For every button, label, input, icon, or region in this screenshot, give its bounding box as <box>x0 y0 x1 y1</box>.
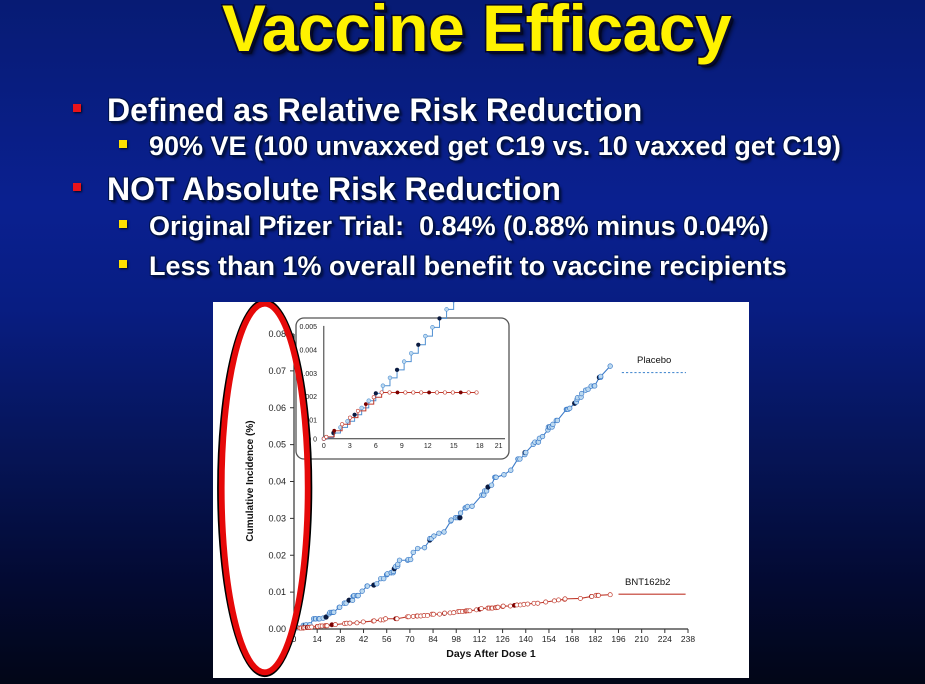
svg-text:210: 210 <box>635 634 649 644</box>
svg-text:.003: .003 <box>303 371 317 378</box>
svg-text:168: 168 <box>565 634 579 644</box>
svg-text:6: 6 <box>374 443 378 450</box>
svg-text:126: 126 <box>495 634 509 644</box>
svg-text:0.08: 0.08 <box>268 329 286 339</box>
svg-text:154: 154 <box>542 634 556 644</box>
svg-text:112: 112 <box>473 634 487 644</box>
svg-text:196: 196 <box>611 634 625 644</box>
svg-text:0.03: 0.03 <box>268 513 286 523</box>
svg-text:15: 15 <box>450 443 458 450</box>
svg-text:3: 3 <box>348 443 352 450</box>
svg-text:0.02: 0.02 <box>268 550 286 560</box>
svg-text:238: 238 <box>681 634 695 644</box>
svg-text:0.05: 0.05 <box>268 440 286 450</box>
svg-text:14: 14 <box>312 634 322 644</box>
svg-text:0.00: 0.00 <box>268 624 286 634</box>
svg-text:56: 56 <box>382 634 392 644</box>
svg-text:98: 98 <box>452 634 462 644</box>
svg-text:0.004: 0.004 <box>299 347 317 354</box>
svg-text:Days After Dose 1: Days After Dose 1 <box>446 648 536 660</box>
svg-text:9: 9 <box>400 443 404 450</box>
svg-text:140: 140 <box>519 634 533 644</box>
svg-text:0.005: 0.005 <box>299 324 317 331</box>
svg-text:224: 224 <box>658 634 672 644</box>
svg-text:Placebo: Placebo <box>637 355 671 366</box>
svg-text:0: 0 <box>322 443 326 450</box>
svg-text:18: 18 <box>476 443 484 450</box>
svg-text:182: 182 <box>588 634 602 644</box>
svg-text:12: 12 <box>424 443 432 450</box>
svg-text:0.04: 0.04 <box>268 477 286 487</box>
svg-text:70: 70 <box>405 634 415 644</box>
svg-text:28: 28 <box>336 634 346 644</box>
svg-text:Cumulative Incidence (%): Cumulative Incidence (%) <box>245 420 256 541</box>
svg-text:84: 84 <box>428 634 438 644</box>
svg-text:0.01: 0.01 <box>268 587 286 597</box>
svg-text:42: 42 <box>359 634 369 644</box>
svg-text:0.07: 0.07 <box>268 366 286 376</box>
svg-text:0.06: 0.06 <box>268 403 286 413</box>
svg-text:BNT162b2: BNT162b2 <box>625 577 670 588</box>
svg-text:21: 21 <box>495 443 503 450</box>
